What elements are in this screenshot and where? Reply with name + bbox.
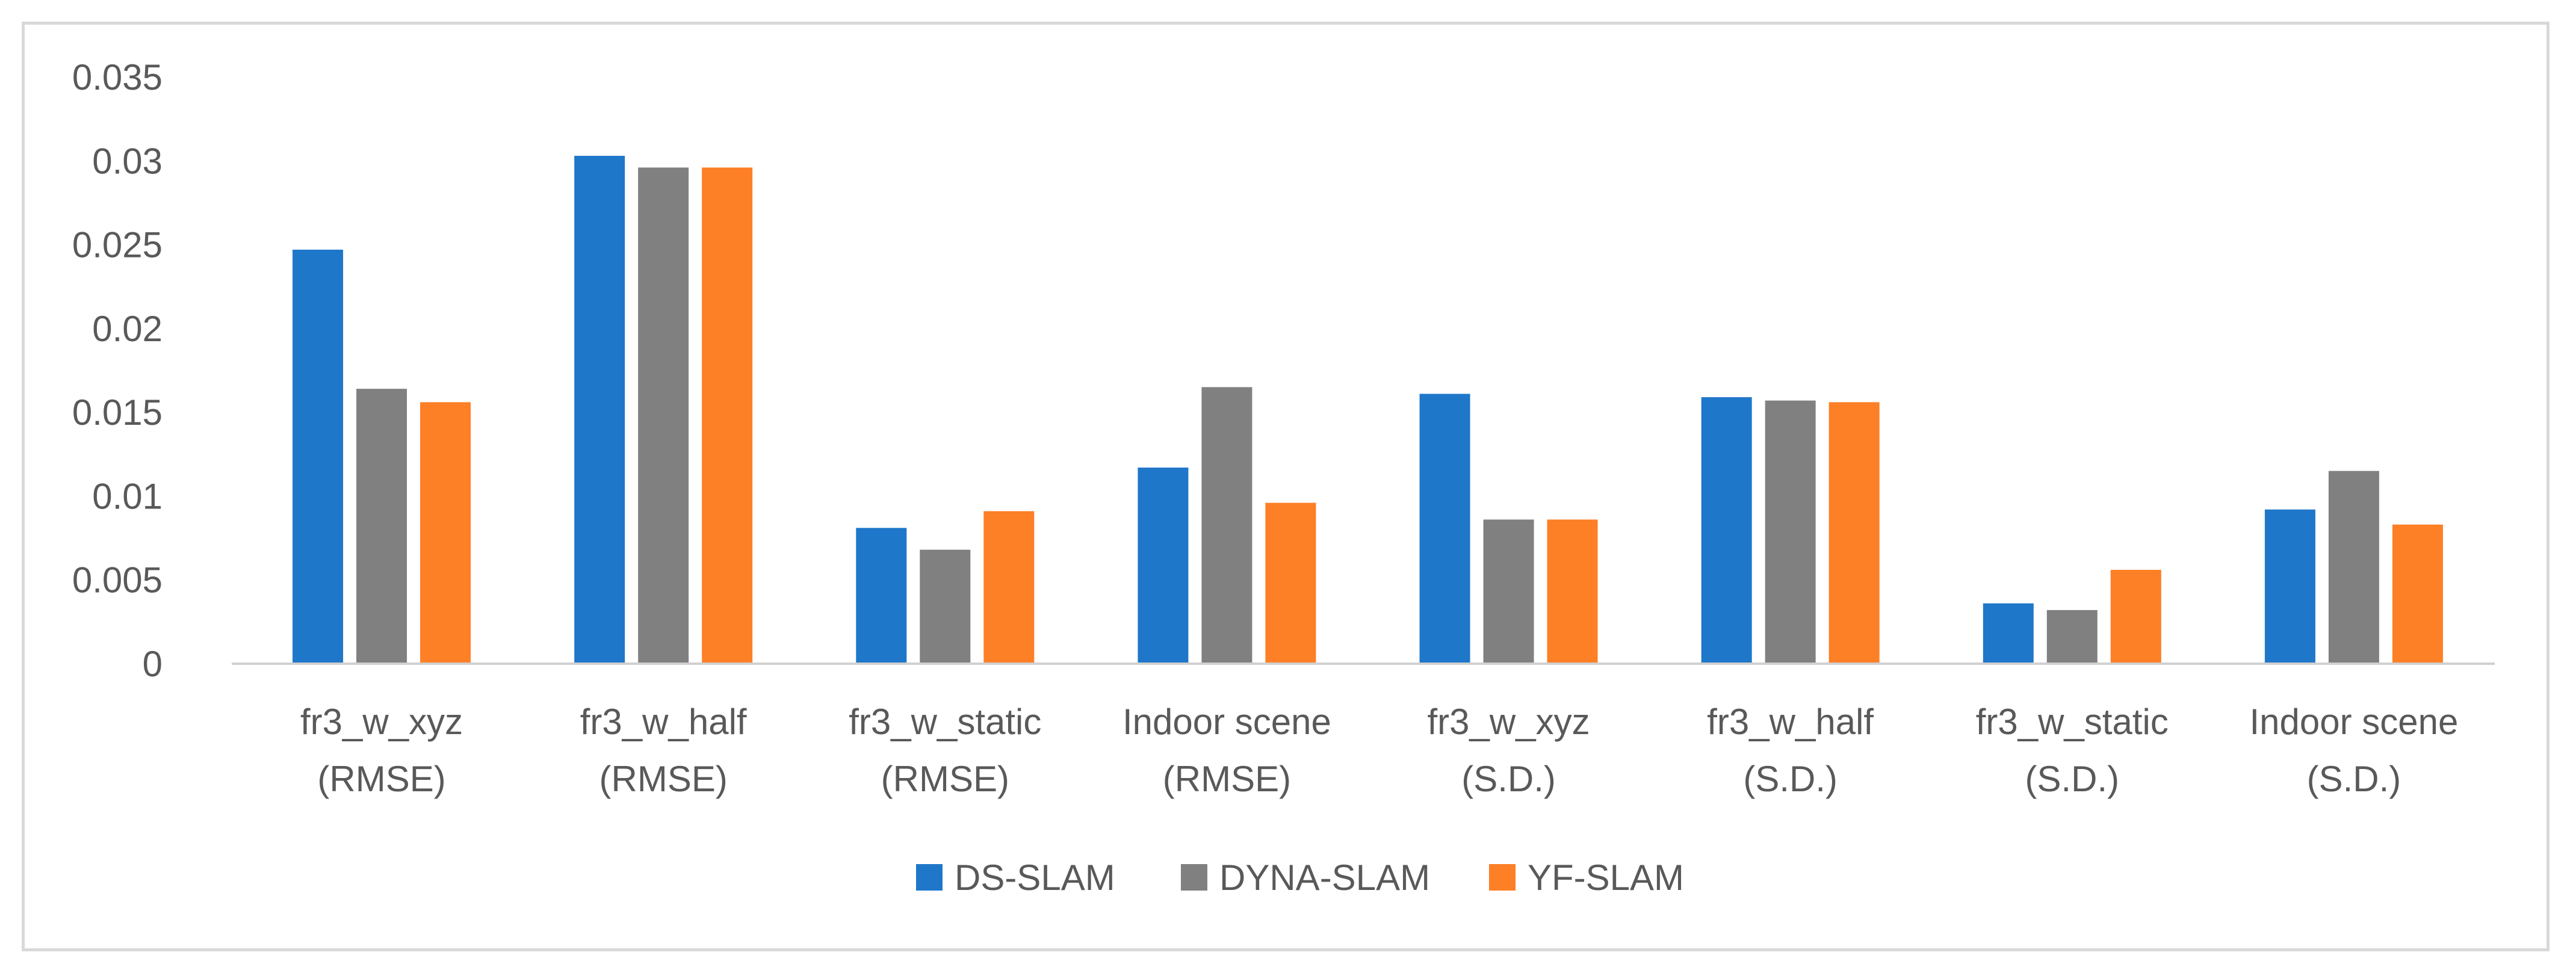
y-tick-label: 0: [143, 644, 163, 684]
x-category-label: (S.D.): [2307, 759, 2401, 799]
bar-dyna-slam-3: [1201, 387, 1252, 664]
bar-ds-slam-5: [1701, 397, 1752, 664]
bar-yf-slam-7: [2392, 524, 2443, 664]
x-axis-category-labels: fr3_w_xyz (RMSE) fr3_w_half (RMSE) fr3_w_sta…: [300, 702, 2458, 799]
bar-yf-slam-4: [1547, 519, 1598, 664]
x-category-label: (RMSE): [317, 759, 445, 799]
y-tick-label: 0.005: [72, 560, 163, 601]
x-category-label: fr3_w_xyz: [300, 702, 463, 742]
bar-dyna-slam-2: [920, 549, 971, 664]
legend-label-yf-slam[interactable]: YF-SLAM: [1528, 857, 1684, 898]
bars: [293, 155, 2443, 664]
x-category-label: Indoor scene: [2249, 702, 2458, 742]
x-category-label: (RMSE): [881, 759, 1009, 799]
x-category-label: fr3_w_static: [849, 702, 1041, 742]
bar-dyna-slam-4: [1483, 519, 1534, 664]
y-tick-label: 0.035: [72, 57, 163, 97]
bar-yf-slam-3: [1265, 502, 1316, 664]
bar-ds-slam-1: [574, 155, 625, 664]
y-tick-label: 0.015: [72, 392, 163, 433]
legend-label-dyna-slam[interactable]: DYNA-SLAM: [1219, 857, 1430, 898]
bar-yf-slam-5: [1828, 402, 1880, 664]
bar-ds-slam-0: [293, 249, 344, 664]
x-category-label: fr3_w_xyz: [1428, 702, 1590, 742]
x-category-label: (RMSE): [1163, 759, 1291, 799]
bar-ds-slam-6: [1983, 603, 2034, 664]
bar-ds-slam-7: [2264, 509, 2315, 664]
x-category-label: fr3_w_half: [580, 702, 747, 742]
legend-swatch-ds-slam: [916, 864, 943, 891]
y-tick-label: 0.03: [92, 141, 163, 181]
bar-dyna-slam-6: [2046, 610, 2098, 664]
x-category-label: (S.D.): [1461, 759, 1556, 799]
y-tick-label: 0.02: [92, 309, 163, 349]
bar-dyna-slam-1: [638, 167, 689, 664]
y-tick-label: 0.01: [92, 476, 163, 516]
x-category-label: (RMSE): [599, 759, 728, 799]
bar-yf-slam-2: [983, 511, 1035, 664]
legend-label-ds-slam[interactable]: DS-SLAM: [955, 857, 1115, 898]
bar-ds-slam-2: [856, 528, 907, 664]
bar-yf-slam-0: [420, 402, 471, 664]
x-category-label: Indoor scene: [1122, 702, 1331, 742]
y-tick-label: 0.025: [72, 225, 163, 265]
bar-ds-slam-4: [1419, 394, 1470, 664]
x-category-label: fr3_w_static: [1976, 702, 2169, 742]
bar-dyna-slam-7: [2328, 471, 2379, 664]
bar-yf-slam-6: [2110, 570, 2161, 664]
x-category-label: (S.D.): [1743, 759, 1838, 799]
legend[interactable]: DS-SLAM DYNA-SLAM YF-SLAM: [916, 857, 1684, 898]
bar-ds-slam-3: [1138, 468, 1189, 664]
bar-dyna-slam-0: [356, 389, 407, 664]
y-axis-ticks: 0 0.005 0.01 0.015 0.02 0.025 0.03 0.035: [72, 57, 163, 684]
legend-swatch-yf-slam: [1489, 864, 1516, 891]
x-category-label: fr3_w_half: [1707, 702, 1874, 742]
bar-dyna-slam-5: [1765, 400, 1816, 664]
x-category-label: (S.D.): [2025, 759, 2119, 799]
legend-swatch-dyna-slam: [1181, 864, 1207, 891]
bar-yf-slam-1: [702, 167, 753, 664]
